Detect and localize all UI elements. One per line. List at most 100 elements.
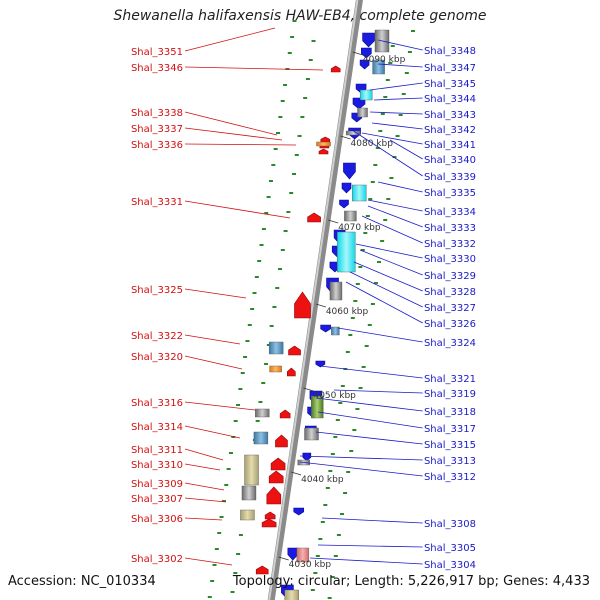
gene-label-leader <box>299 461 423 477</box>
gene-label-leader <box>337 327 423 343</box>
gene-feature-box <box>372 59 385 75</box>
gc-tick-outer-left <box>273 148 278 150</box>
forward-gene-arrow <box>318 148 329 155</box>
reverse-gene-arrow <box>362 32 375 48</box>
gene-label-leader <box>184 355 243 370</box>
gc-tick-inner-left <box>230 591 235 593</box>
scale-tick <box>352 51 363 56</box>
gc-tick-outer-left <box>268 180 273 182</box>
gene-label-right: Shal_3332 <box>424 239 476 250</box>
gene-label-leader <box>309 557 423 565</box>
gc-tick-inner-left <box>297 135 302 137</box>
gene-label-right: Shal_3342 <box>424 125 476 136</box>
gc-tick-outer-left <box>250 308 255 310</box>
gc-tick-inner-right <box>360 249 365 251</box>
gene-label-leader <box>351 129 423 177</box>
gc-tick-outer-left <box>278 116 283 118</box>
reverse-gene-arrow <box>341 182 352 194</box>
gene-label-leader <box>299 455 423 461</box>
gene-label-right: Shal_3339 <box>424 172 476 183</box>
gene-label-leader <box>389 139 423 160</box>
gc-tick-outer-left <box>290 36 295 38</box>
gc-tick-outer-left <box>224 484 229 486</box>
gene-label-leader <box>184 200 291 219</box>
forward-gene-arrow <box>320 136 331 143</box>
gc-tick-outer-left <box>287 52 292 54</box>
gene-label-right: Shal_3347 <box>424 63 476 74</box>
gc-tick-outer-left <box>236 404 241 406</box>
gene-label-left: Shal_3351 <box>131 47 183 58</box>
gc-tick-inner-left <box>280 249 285 251</box>
accession-text: Accession: NC_010334 <box>8 574 156 589</box>
gene-label-left: Shal_3331 <box>131 197 183 208</box>
gc-tick-inner-right <box>315 555 320 557</box>
gc-tick-outer-right <box>343 492 348 494</box>
gene-label-right: Shal_3327 <box>424 303 476 314</box>
gene-feature-box <box>255 408 270 418</box>
gc-tick-inner-left <box>303 97 308 99</box>
gene-label-leader <box>353 261 423 292</box>
gene-label-leader <box>184 66 324 71</box>
gc-tick-inner-left <box>275 287 280 289</box>
gene-label-leader <box>317 544 423 548</box>
gc-tick-inner-right <box>335 419 340 421</box>
gc-tick-outer-right <box>373 282 378 284</box>
gene-feature-box <box>331 326 340 336</box>
gc-tick-inner-left <box>300 116 305 118</box>
gc-tick-outer-left <box>221 500 226 502</box>
gc-tick-outer-right <box>411 30 415 32</box>
gc-tick-outer-right <box>358 387 363 389</box>
gene-label-right: Shal_3321 <box>424 374 476 385</box>
gc-tick-outer-right <box>364 345 369 347</box>
gc-tick-outer-left <box>243 356 248 358</box>
gene-label-left: Shal_3346 <box>131 63 183 74</box>
gc-tick-outer-right <box>330 576 335 578</box>
gc-tick-inner-right <box>358 266 363 268</box>
gene-label-left: Shal_3302 <box>131 554 183 565</box>
gene-label-right: Shal_3348 <box>424 46 476 57</box>
gene-label-leader <box>345 281 423 324</box>
gc-tick-inner-right <box>383 96 388 98</box>
gc-tick-outer-left <box>264 212 269 214</box>
gc-tick-outer-right <box>349 450 354 452</box>
gene-label-leader <box>369 111 423 115</box>
gc-tick-outer-left <box>247 324 252 326</box>
gene-feature-box <box>240 509 255 521</box>
gc-tick-outer-right <box>367 324 372 326</box>
gc-tick-inner-right <box>345 351 350 353</box>
gc-tick-outer-right <box>327 597 332 599</box>
gc-tick-inner-left <box>289 192 294 194</box>
forward-gene-arrow <box>307 212 321 223</box>
gc-tick-inner-left <box>283 230 288 232</box>
gene-label-leader <box>184 334 241 345</box>
gc-tick-inner-right <box>390 45 395 47</box>
gc-tick-inner-left <box>238 534 243 536</box>
scale-mark-label: 4090 kbp <box>363 55 406 65</box>
gc-tick-inner-right <box>325 487 330 489</box>
gene-label-leader <box>373 97 423 101</box>
gene-label-left: Shal_3316 <box>131 398 183 409</box>
gene-label-leader <box>321 517 423 524</box>
gene-label-right: Shal_3312 <box>424 472 476 483</box>
gc-tick-outer-left <box>212 564 217 566</box>
gc-tick-inner-right <box>375 147 380 149</box>
gc-tick-inner-left <box>236 553 241 555</box>
gc-tick-inner-left <box>294 154 299 156</box>
gc-tick-outer-left <box>254 276 259 278</box>
gene-label-left: Shal_3325 <box>131 285 183 296</box>
gc-tick-inner-left <box>272 306 277 308</box>
gene-label-leader <box>184 27 276 52</box>
reverse-gene-arrow <box>339 199 349 209</box>
gene-label-leader <box>319 365 423 379</box>
gene-label-leader <box>184 463 221 471</box>
gc-tick-outer-right <box>392 156 397 158</box>
gc-tick-inner-right <box>373 164 378 166</box>
gene-label-leader <box>359 249 423 276</box>
gene-label-right: Shal_3305 <box>424 543 476 554</box>
scale-mark-label: 4070 kbp <box>338 223 381 233</box>
gc-tick-outer-left <box>292 20 297 22</box>
gc-tick-outer-right <box>370 303 375 305</box>
gene-label-leader <box>371 122 423 130</box>
backbone-highlight <box>268 0 359 600</box>
gene-label-right: Shal_3313 <box>424 456 476 467</box>
